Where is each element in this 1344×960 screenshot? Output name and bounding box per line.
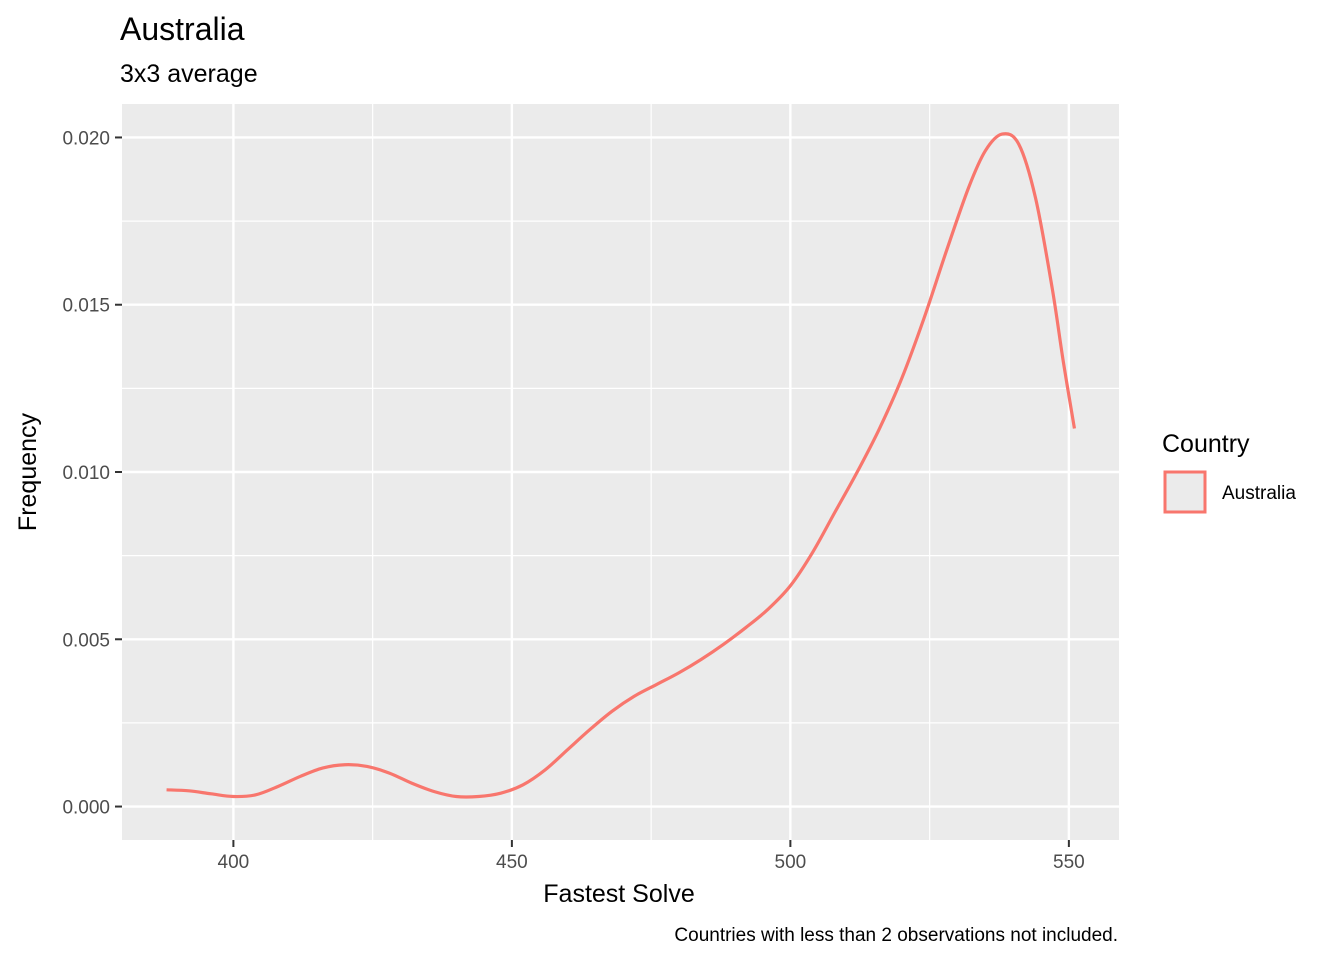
- series-layer: [166, 132, 1077, 799]
- y-axis: 0.000 0.005 0.010 0.015 0.020: [62, 128, 122, 819]
- y-tick-label: 0.000: [62, 798, 110, 819]
- x-tick-label: 400: [218, 852, 250, 873]
- chart-caption: Countries with less than 2 observations …: [674, 925, 1118, 946]
- x-tick-label: 550: [1053, 852, 1085, 873]
- x-axis-title: Fastest Solve: [543, 880, 694, 908]
- x-tick-label: 500: [775, 852, 807, 873]
- y-axis-title: Frequency: [14, 412, 42, 531]
- legend-key-australia: [1163, 470, 1207, 514]
- legend-title: Country: [1162, 430, 1250, 458]
- major-gridlines: [122, 104, 1119, 840]
- density-line-australia: [166, 132, 1077, 799]
- chart-subtitle: 3x3 average: [120, 60, 258, 88]
- y-tick-label: 0.005: [62, 630, 110, 651]
- y-tick-label: 0.015: [62, 296, 110, 317]
- legend: Country Australia: [1162, 430, 1296, 514]
- chart-title: Australia: [120, 11, 245, 47]
- legend-label-australia: Australia: [1222, 483, 1296, 504]
- x-axis: 400 450 500 550: [218, 840, 1085, 873]
- x-tick-label: 450: [496, 852, 528, 873]
- y-tick-label: 0.010: [62, 463, 110, 484]
- y-tick-label: 0.020: [62, 128, 110, 149]
